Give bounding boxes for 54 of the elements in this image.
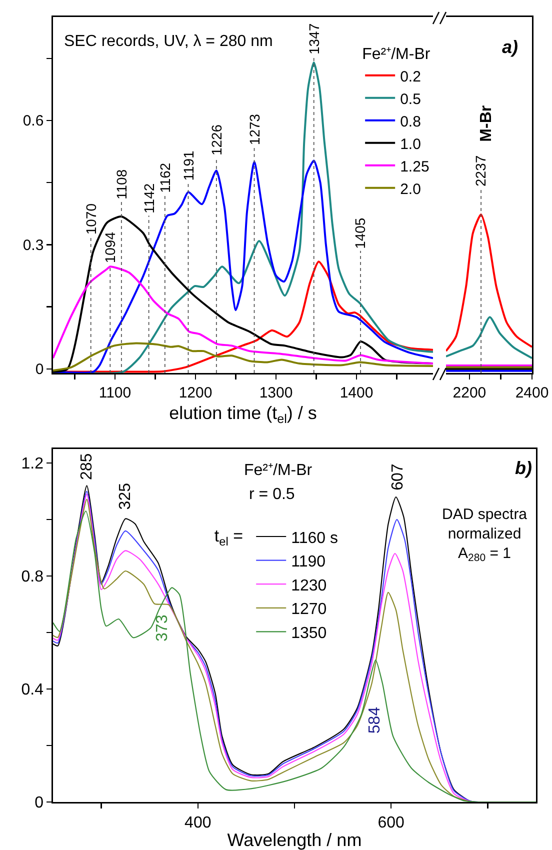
legend-label: 1270 bbox=[291, 601, 327, 618]
ref-line-label: 1191 bbox=[180, 150, 197, 181]
x-tick-label: 1100 bbox=[98, 384, 132, 402]
x-axis-title: elution time (t$_{el}$) / s bbox=[169, 403, 317, 426]
ref-line-label: 2237 bbox=[472, 155, 489, 186]
ref-line-label: 1108 bbox=[113, 169, 130, 200]
legend-label: 1.0 bbox=[400, 136, 421, 153]
legend-label: 0.2 bbox=[400, 68, 421, 86]
annotation: 584 bbox=[366, 706, 384, 734]
annotation: r = 0.5 bbox=[249, 486, 295, 503]
y-tick-label: 0.8 bbox=[21, 568, 44, 586]
x-tick-label: 2200 bbox=[452, 384, 486, 402]
annotation: 607 bbox=[389, 464, 406, 490]
y-tick-label: 0.4 bbox=[21, 682, 44, 699]
y-tick-label: 0 bbox=[34, 794, 44, 812]
x-tick-label: 1200 bbox=[178, 384, 212, 402]
y-tick-label: 1.2 bbox=[21, 456, 44, 473]
ref-line-label: 1405 bbox=[352, 218, 368, 249]
legend-label: 1160 s bbox=[291, 530, 338, 547]
legend-title: Fe²⁺/M-Br bbox=[362, 46, 431, 64]
annotation: SEC records, UV, λ = 280 nm bbox=[64, 33, 273, 50]
ref-line-label: 1347 bbox=[306, 23, 322, 55]
legend-label: 2.0 bbox=[400, 180, 421, 198]
annotation: Fe²⁺/M-Br bbox=[244, 462, 313, 479]
legend-label: 0.8 bbox=[400, 113, 421, 130]
ref-line-label: 1226 bbox=[208, 124, 224, 156]
legend-label: 1230 bbox=[291, 577, 327, 594]
annotation: M-Br bbox=[478, 105, 496, 142]
ref-line-label: 1162 bbox=[156, 162, 173, 193]
legend-label: 1.25 bbox=[400, 158, 430, 176]
line-series bbox=[53, 342, 433, 372]
x-axis-title: Wavelength / nm bbox=[227, 830, 362, 850]
x-tick-label: 400 bbox=[184, 814, 212, 832]
legend-label: 1190 bbox=[291, 554, 326, 571]
legend-label: 1350 bbox=[291, 624, 327, 642]
legend-title: t$_{el}$ = bbox=[214, 526, 244, 548]
ref-line-label: 1273 bbox=[246, 114, 262, 146]
ref-line-label: 1070 bbox=[83, 203, 100, 235]
annotation: 373 bbox=[154, 614, 172, 642]
legend-label: 0.5 bbox=[400, 90, 421, 108]
y-tick-label: 0.3 bbox=[22, 236, 44, 254]
annotation: a) bbox=[502, 37, 518, 57]
y-tick-label: 0.6 bbox=[22, 112, 44, 130]
x-tick-label: 1300 bbox=[259, 384, 293, 402]
ref-line-label: 1094 bbox=[102, 232, 118, 264]
annotation: DAD spectra normalized A$_{280}$ = 1 bbox=[442, 506, 528, 564]
x-tick-label: 2400 bbox=[515, 384, 549, 402]
annotation: 285 bbox=[78, 453, 96, 480]
x-tick-label: 600 bbox=[378, 814, 405, 832]
ref-line-label: 1142 bbox=[141, 183, 158, 214]
annotation: 325 bbox=[117, 482, 134, 510]
y-tick-label: 0 bbox=[35, 361, 44, 378]
x-tick-label: 1400 bbox=[340, 384, 374, 402]
annotation: b) bbox=[515, 458, 532, 478]
